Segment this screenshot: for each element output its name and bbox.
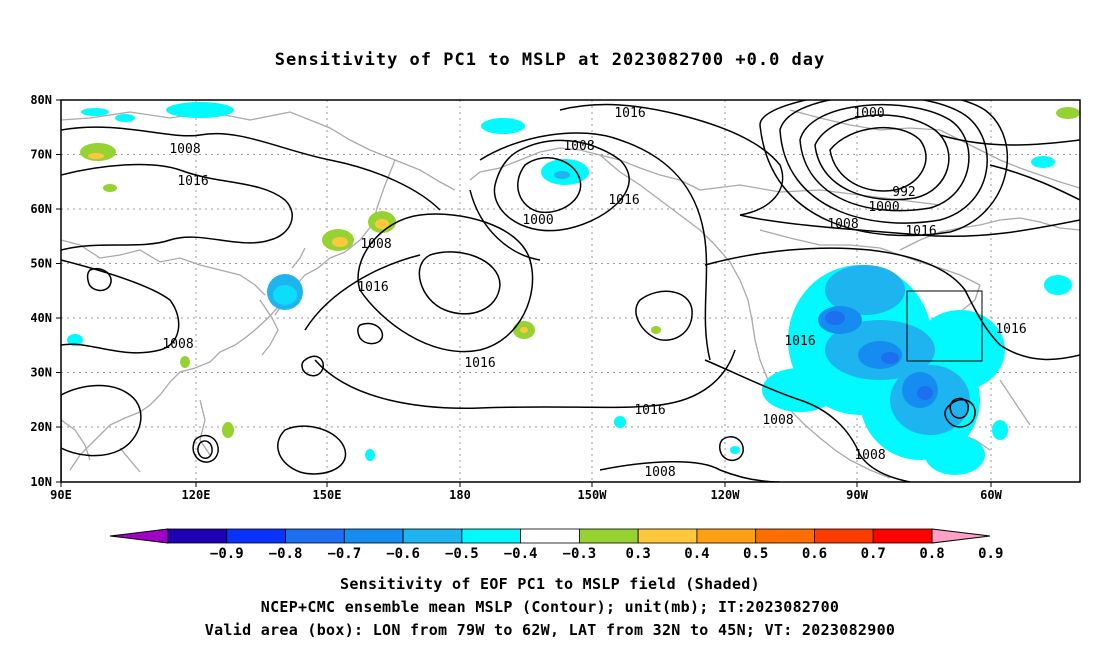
- map-title: Sensitivity of PC1 to MSLP at 2023082700…: [274, 50, 826, 70]
- contour-label: 1000: [522, 213, 553, 228]
- colorbar-label: 0.5: [743, 546, 768, 562]
- lat-label: 40N: [30, 311, 52, 325]
- lon-label: 60W: [980, 488, 1002, 502]
- lat-label: 60N: [30, 202, 52, 216]
- colorbar-label: 0.8: [919, 546, 944, 562]
- lon-label: 90E: [50, 488, 72, 502]
- colorbar-low-arrow: [109, 528, 169, 544]
- colorbar-label: 0.9: [978, 546, 1003, 562]
- contour-label: 992: [892, 185, 915, 200]
- lat-label: 20N: [30, 420, 52, 434]
- lon-label: 120E: [182, 488, 211, 502]
- lon-label: 180: [449, 488, 471, 502]
- colorbar-label: −0.9: [210, 546, 244, 562]
- colorbar-swatch: [755, 528, 815, 544]
- colorbar-label: −0.4: [504, 546, 538, 562]
- colorbar-swatch: [696, 528, 757, 544]
- colorbar-label: −0.8: [269, 546, 303, 562]
- colorbar-label: 0.4: [684, 546, 709, 562]
- lat-label: 30N: [30, 366, 52, 380]
- valid-area-box: [906, 290, 983, 362]
- colorbar-swatch: [167, 528, 228, 544]
- contour-label: 1016: [464, 356, 495, 371]
- contour-label: 1016: [995, 322, 1026, 337]
- colorbar-swatch: [402, 528, 463, 544]
- contour-label: 1016: [905, 224, 936, 239]
- colorbar-high-arrow: [931, 528, 991, 544]
- colorbar-label: 0.6: [802, 546, 827, 562]
- contour-label: 1000: [868, 200, 899, 215]
- contour-label: 1016: [614, 106, 645, 121]
- colorbar-swatch: [520, 528, 580, 544]
- colorbar-swatch: [814, 528, 874, 544]
- contour-labels: 1016 1008 1016 1008 1016 1008 1000 1008 …: [162, 106, 1026, 480]
- lat-label: 10N: [30, 475, 52, 489]
- colorbar-label: 0.3: [626, 546, 651, 562]
- lat-axis: 80N 70N 60N 50N 40N 30N 20N 10N: [30, 93, 61, 489]
- contour-label: 1008: [162, 337, 193, 352]
- lon-label: 90W: [846, 488, 868, 502]
- mslp-contours: [61, 100, 1080, 482]
- colorbar-swatch: [285, 528, 345, 544]
- colorbar-label: −0.6: [386, 546, 420, 562]
- lat-label: 70N: [30, 148, 52, 162]
- caption-line-2: NCEP+CMC ensemble mean MSLP (Contour); u…: [260, 598, 840, 616]
- contour-label: 1008: [762, 413, 793, 428]
- colorbar-swatch: [637, 528, 698, 544]
- contour-label: 1008: [563, 139, 594, 154]
- lat-label: 80N: [30, 93, 52, 107]
- map-border: [60, 99, 1081, 483]
- contour-label: 1008: [360, 237, 391, 252]
- lon-label: 150W: [578, 488, 608, 502]
- lon-label: 150E: [313, 488, 342, 502]
- contour-label: 1008: [169, 142, 200, 157]
- colorbar-label: −0.3: [563, 546, 597, 562]
- contour-label: 1008: [644, 465, 675, 480]
- lon-axis: 90E 120E 150E 180 150W 120W 90W 60W: [50, 482, 1003, 502]
- colorbar-label: 0.7: [861, 546, 886, 562]
- caption-line-3: Valid area (box): LON from 79W to 62W, L…: [204, 621, 896, 639]
- caption-line-1: Sensitivity of EOF PC1 to MSLP field (Sh…: [340, 575, 760, 593]
- colorbar-swatch: [343, 528, 404, 544]
- contour-label: 1016: [634, 403, 665, 418]
- contour-label: 1016: [357, 280, 388, 295]
- colorbar-swatch: [226, 528, 286, 544]
- contour-label: 1008: [827, 217, 858, 232]
- colorbar-label: −0.7: [327, 546, 361, 562]
- colorbar-swatch: [461, 528, 522, 544]
- colorbar-label: −0.5: [445, 546, 479, 562]
- contour-label: 1008: [854, 448, 885, 463]
- contour-label: 1016: [608, 193, 639, 208]
- contour-label: 1016: [177, 174, 208, 189]
- contour-label: 1000: [853, 106, 884, 121]
- colorbar: −0.9 −0.8 −0.7 −0.6 −0.5 −0.4 −0.3 0.3 0.4 0.5 0.6…: [109, 528, 1003, 562]
- colorbar-swatch: [872, 528, 933, 544]
- contour-label: 1016: [784, 334, 815, 349]
- lon-label: 120W: [711, 488, 741, 502]
- lat-label: 50N: [30, 257, 52, 271]
- colorbar-swatch: [578, 528, 639, 544]
